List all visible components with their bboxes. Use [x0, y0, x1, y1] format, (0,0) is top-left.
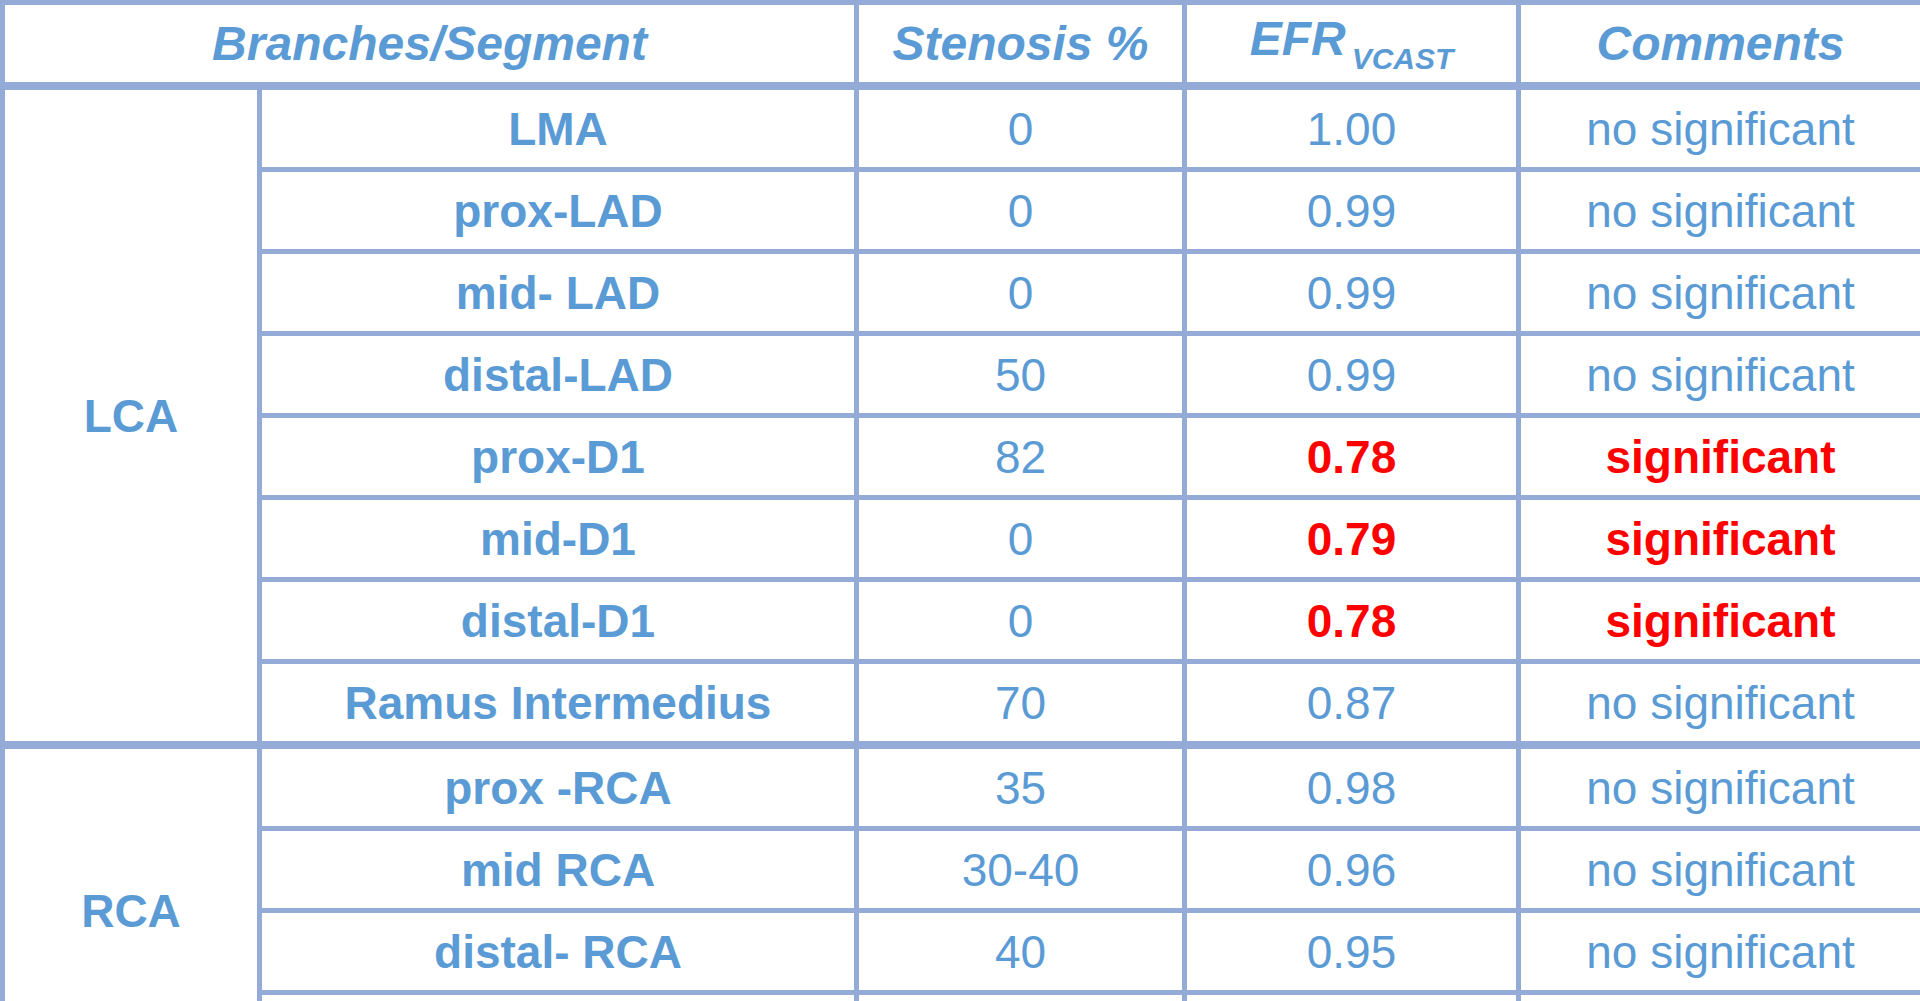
efr-cell: 1.00: [1185, 86, 1519, 170]
comment-cell: no significant: [1519, 911, 1920, 993]
segment-cell: mid- LAD: [260, 252, 857, 334]
header-efr-main: EFR: [1250, 12, 1346, 65]
group-cell-lca: LCA: [3, 86, 260, 745]
comment-cell: no significant: [1519, 334, 1920, 416]
stenosis-cell: 35: [857, 745, 1185, 829]
stenosis-cell: 50: [857, 334, 1185, 416]
group-cell-rca: RCA: [3, 745, 260, 1001]
table-row-mid-rca: mid RCA 30-40 0.96 no significant: [3, 829, 1920, 911]
stenosis-cell: 70: [857, 662, 1185, 746]
segment-cell: mid-D1: [260, 498, 857, 580]
stenosis-cell: 40: [857, 993, 1185, 1001]
stenosis-cell: 0: [857, 252, 1185, 334]
segment-cell: Ramus Intermedius: [260, 662, 857, 746]
stenosis-cell: 0: [857, 170, 1185, 252]
stenosis-cell: 0: [857, 498, 1185, 580]
header-efr: EFRVCAST: [1185, 3, 1519, 87]
table-row-mid-d1: mid-D1 0 0.79 significant: [3, 498, 1920, 580]
segment-cell: prox-LAD: [260, 170, 857, 252]
segment-cell: prox-D1: [260, 416, 857, 498]
table-row-distal-rca: distal- RCA 40 0.95 no significant: [3, 911, 1920, 993]
comment-cell: no significant: [1519, 170, 1920, 252]
efr-results-table: Branches/Segment Stenosis % EFRVCAST Com…: [0, 0, 1920, 1001]
efr-cell-significant: 0.78: [1185, 416, 1519, 498]
efr-cell: 0.95: [1185, 911, 1519, 993]
table-row-prox-d1: prox-D1 82 0.78 significant: [3, 416, 1920, 498]
segment-cell: distal- RCA: [260, 911, 857, 993]
stenosis-cell: 82: [857, 416, 1185, 498]
segment-cell: LMA: [260, 86, 857, 170]
table-row-prox-rv: prox-RV 40 0.99 no significant: [3, 993, 1920, 1001]
stenosis-cell: 40: [857, 911, 1185, 993]
segment-cell: mid RCA: [260, 829, 857, 911]
table-row-prox-lad: prox-LAD 0 0.99 no significant: [3, 170, 1920, 252]
efr-cell: 0.99: [1185, 170, 1519, 252]
efr-cell: 0.99: [1185, 993, 1519, 1001]
segment-cell: prox-RV: [260, 993, 857, 1001]
stenosis-cell: 0: [857, 580, 1185, 662]
comment-cell-significant: significant: [1519, 580, 1920, 662]
comment-cell: no significant: [1519, 829, 1920, 911]
efr-cell-significant: 0.79: [1185, 498, 1519, 580]
table-row-distal-lad: distal-LAD 50 0.99 no significant: [3, 334, 1920, 416]
header-row: Branches/Segment Stenosis % EFRVCAST Com…: [3, 3, 1920, 87]
segment-cell: prox -RCA: [260, 745, 857, 829]
table-row-prox-rca: RCA prox -RCA 35 0.98 no significant: [3, 745, 1920, 829]
comment-cell-significant: significant: [1519, 416, 1920, 498]
header-efr-subscript: VCAST: [1346, 42, 1454, 75]
stenosis-cell: 0: [857, 86, 1185, 170]
efr-cell: 0.99: [1185, 252, 1519, 334]
comment-cell-significant: significant: [1519, 498, 1920, 580]
header-branches-segment: Branches/Segment: [3, 3, 857, 87]
comment-cell: no significant: [1519, 745, 1920, 829]
stenosis-cell: 30-40: [857, 829, 1185, 911]
comment-cell: no significant: [1519, 252, 1920, 334]
table-row-lma: LCA LMA 0 1.00 no significant: [3, 86, 1920, 170]
comment-cell: no significant: [1519, 86, 1920, 170]
efr-cell: 0.96: [1185, 829, 1519, 911]
efr-cell-significant: 0.78: [1185, 580, 1519, 662]
table-row-distal-d1: distal-D1 0 0.78 significant: [3, 580, 1920, 662]
comment-cell: no significant: [1519, 662, 1920, 746]
segment-cell: distal-D1: [260, 580, 857, 662]
table-row-ramus-intermedius: Ramus Intermedius 70 0.87 no significant: [3, 662, 1920, 746]
comment-cell: no significant: [1519, 993, 1920, 1001]
segment-cell: distal-LAD: [260, 334, 857, 416]
table-row-mid-lad: mid- LAD 0 0.99 no significant: [3, 252, 1920, 334]
efr-results-figure: Branches/Segment Stenosis % EFRVCAST Com…: [0, 0, 1920, 1001]
header-comments: Comments: [1519, 3, 1920, 87]
efr-cell: 0.98: [1185, 745, 1519, 829]
header-stenosis: Stenosis %: [857, 3, 1185, 87]
efr-cell: 0.87: [1185, 662, 1519, 746]
efr-cell: 0.99: [1185, 334, 1519, 416]
